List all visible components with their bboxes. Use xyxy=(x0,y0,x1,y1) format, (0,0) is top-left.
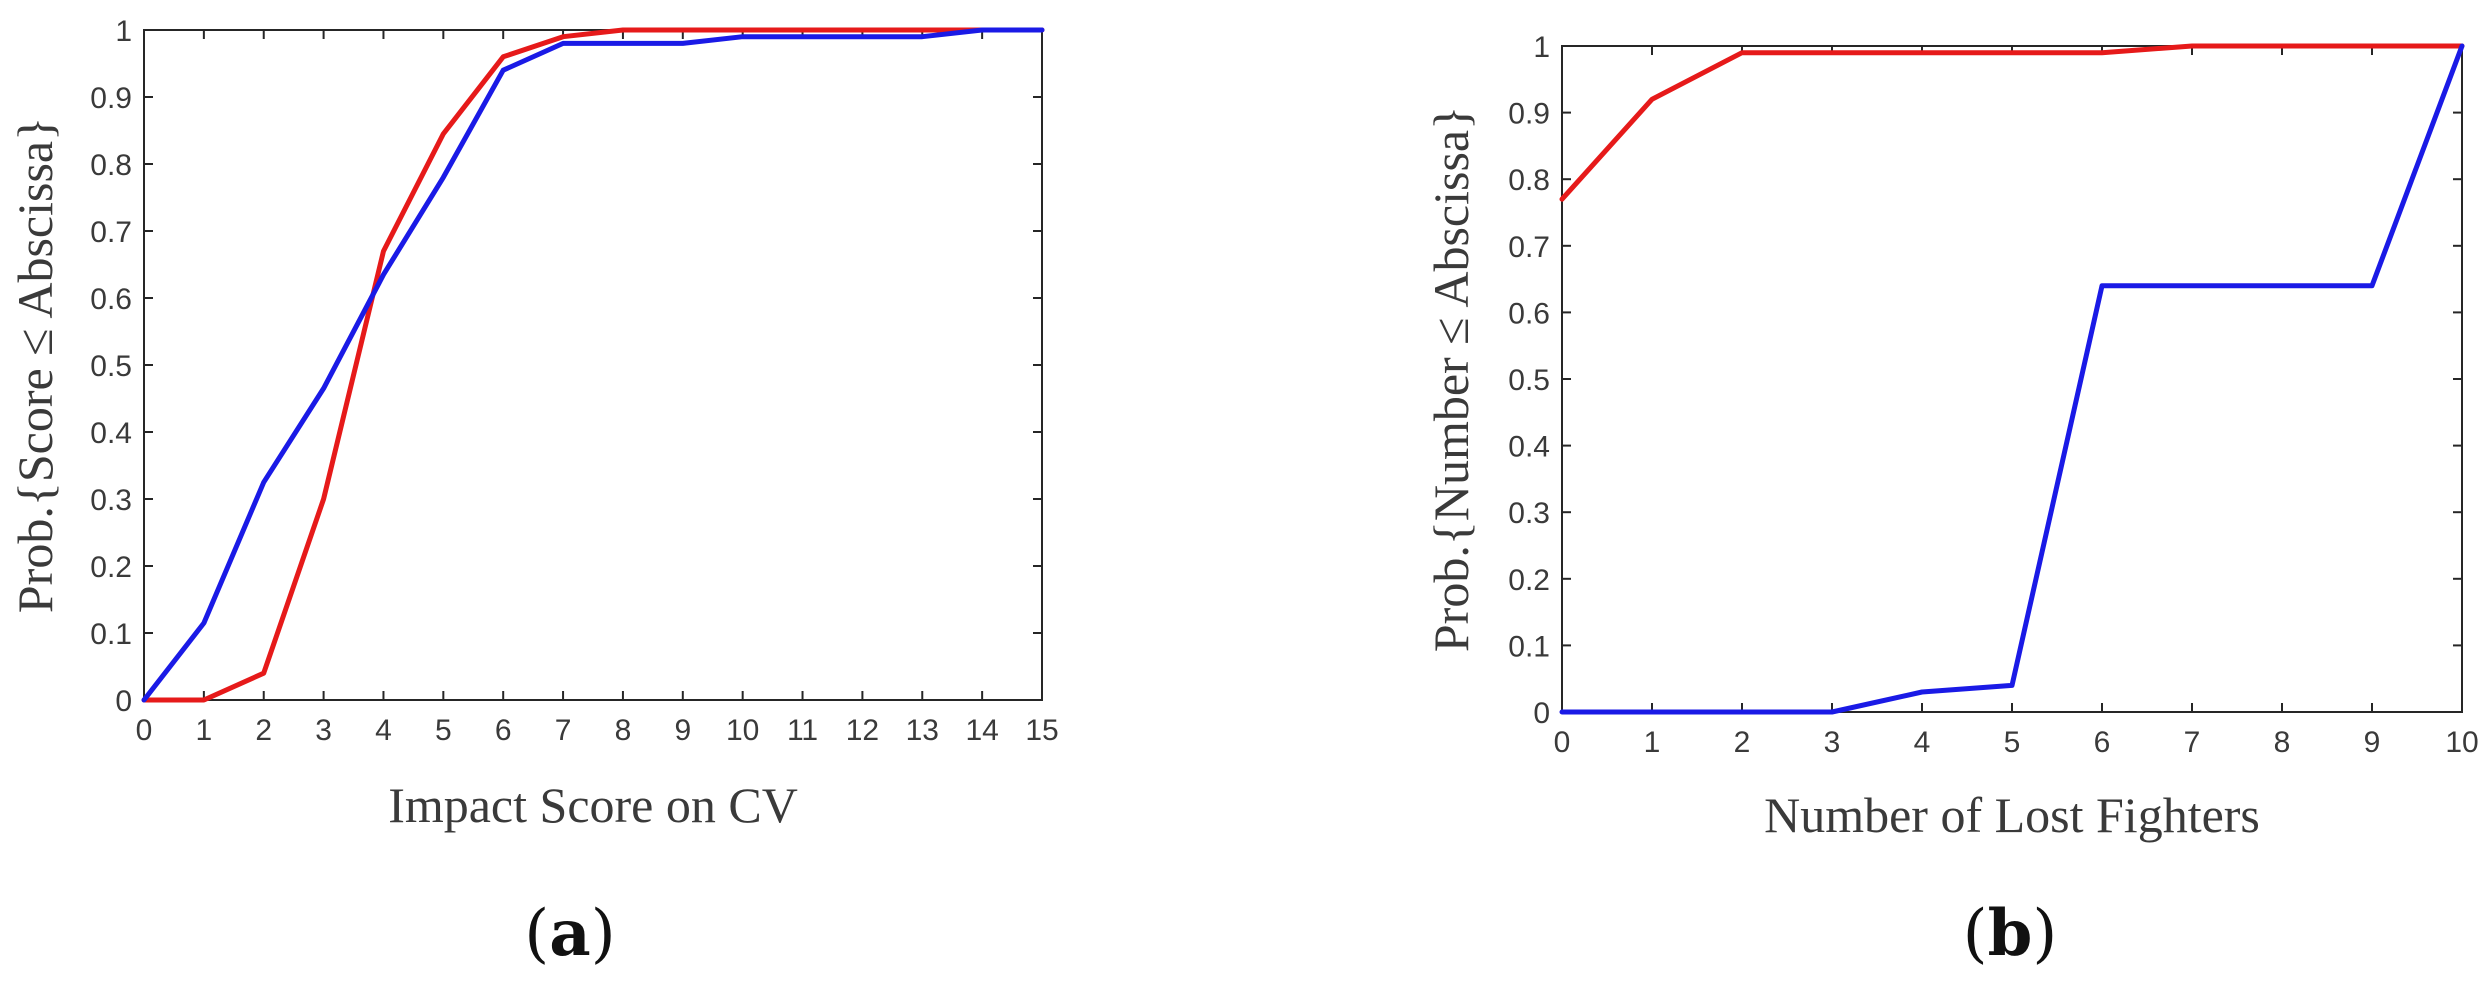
series-line-2 xyxy=(141,27,1045,703)
x-tick-label: 8 xyxy=(2274,726,2291,759)
x-tick-label: 14 xyxy=(965,714,998,747)
y-axis-label: Prob.{Number ≤ Abscissa} xyxy=(1423,106,1479,652)
x-tick-label: 8 xyxy=(615,714,632,747)
y-tick-label: 0.6 xyxy=(1508,297,1550,330)
chart-panel-a: 0 1 2 3 4 5 6 7 8 9 10 11 12 13 14 1500.10.20.30.40.50.… xyxy=(7,15,1059,971)
x-tick-label: 5 xyxy=(435,714,452,747)
y-tick-label: 0 xyxy=(115,685,132,718)
x-tick-label: 7 xyxy=(555,714,572,747)
plot-area-frame xyxy=(1561,45,2463,713)
x-axis-label: Number of Lost Fighters xyxy=(1764,787,2260,843)
series-line-2 xyxy=(1559,43,2465,715)
x-tick-label: 9 xyxy=(674,714,691,747)
y-tick-label: 0.4 xyxy=(1508,431,1550,464)
x-tick-label: 1 xyxy=(196,714,213,747)
panel-caption-letter: b xyxy=(1988,896,2033,971)
x-axis-label: Impact Score on CV xyxy=(388,777,798,833)
x-tick-label: 7 xyxy=(2184,726,2201,759)
x-tick-label: 10 xyxy=(726,714,759,747)
y-tick-label: 0.8 xyxy=(90,149,132,182)
panel-caption: (b) xyxy=(1963,896,2058,971)
plot-area-frame xyxy=(143,29,1043,701)
panel-caption: (a) xyxy=(524,896,615,971)
y-tick-label: 0.9 xyxy=(90,82,132,115)
x-tick-label: 2 xyxy=(255,714,272,747)
x-tick-label: 0 xyxy=(1554,726,1571,759)
x-tick-label: 1 xyxy=(1644,726,1661,759)
x-tick-label: 9 xyxy=(2364,726,2381,759)
x-tick-label: 6 xyxy=(2094,726,2111,759)
x-tick-label: 11 xyxy=(787,714,818,747)
x-tick-label: 4 xyxy=(375,714,392,747)
y-tick-label: 0.9 xyxy=(1508,98,1550,131)
y-tick-label: 0.2 xyxy=(90,551,132,584)
y-tick-label: 0 xyxy=(1533,697,1550,730)
x-tick-label: 12 xyxy=(846,714,879,747)
series-line-1 xyxy=(1559,43,2465,202)
y-tick-label: 0.7 xyxy=(1508,231,1550,264)
y-tick-label: 0.3 xyxy=(90,484,132,517)
y-tick-label: 0.1 xyxy=(1508,630,1550,663)
x-tick-label: 0 xyxy=(136,714,153,747)
y-tick-label: 1 xyxy=(115,15,132,48)
panel-caption-letter: a xyxy=(549,896,590,971)
x-tick-label: 3 xyxy=(1824,726,1841,759)
y-tick-label: 0.2 xyxy=(1508,564,1550,597)
x-tick-label: 3 xyxy=(315,714,332,747)
y-tick-label: 0.5 xyxy=(90,350,132,383)
y-tick-label: 0.1 xyxy=(90,618,132,651)
x-tick-label: 5 xyxy=(2004,726,2021,759)
y-tick-label: 0.8 xyxy=(1508,164,1550,197)
series-line-1 xyxy=(141,27,1045,703)
y-axis-label: Prob.{Score ≤ Abscissa} xyxy=(7,117,63,613)
x-tick-label: 15 xyxy=(1025,714,1058,747)
y-tick-label: 0.4 xyxy=(90,417,132,450)
y-tick-label: 0.3 xyxy=(1508,497,1550,530)
x-tick-label: 10 xyxy=(2445,726,2478,759)
chart-panel-b: 0 1 2 3 4 5 6 7 8 9 10 0 0.1 0.2 0.3 0.4 0.5 0.6 0.7 0.8 0.9… xyxy=(1423,31,2479,971)
y-tick-label: 0.5 xyxy=(1508,364,1550,397)
x-tick-label: 6 xyxy=(495,714,512,747)
y-tick-label: 0.7 xyxy=(90,216,132,249)
y-tick-label: 1 xyxy=(1533,31,1550,64)
y-tick-label: 0.6 xyxy=(90,283,132,316)
x-tick-label: 4 xyxy=(1914,726,1931,759)
x-tick-label: 13 xyxy=(906,714,939,747)
x-tick-label: 2 xyxy=(1734,726,1751,759)
